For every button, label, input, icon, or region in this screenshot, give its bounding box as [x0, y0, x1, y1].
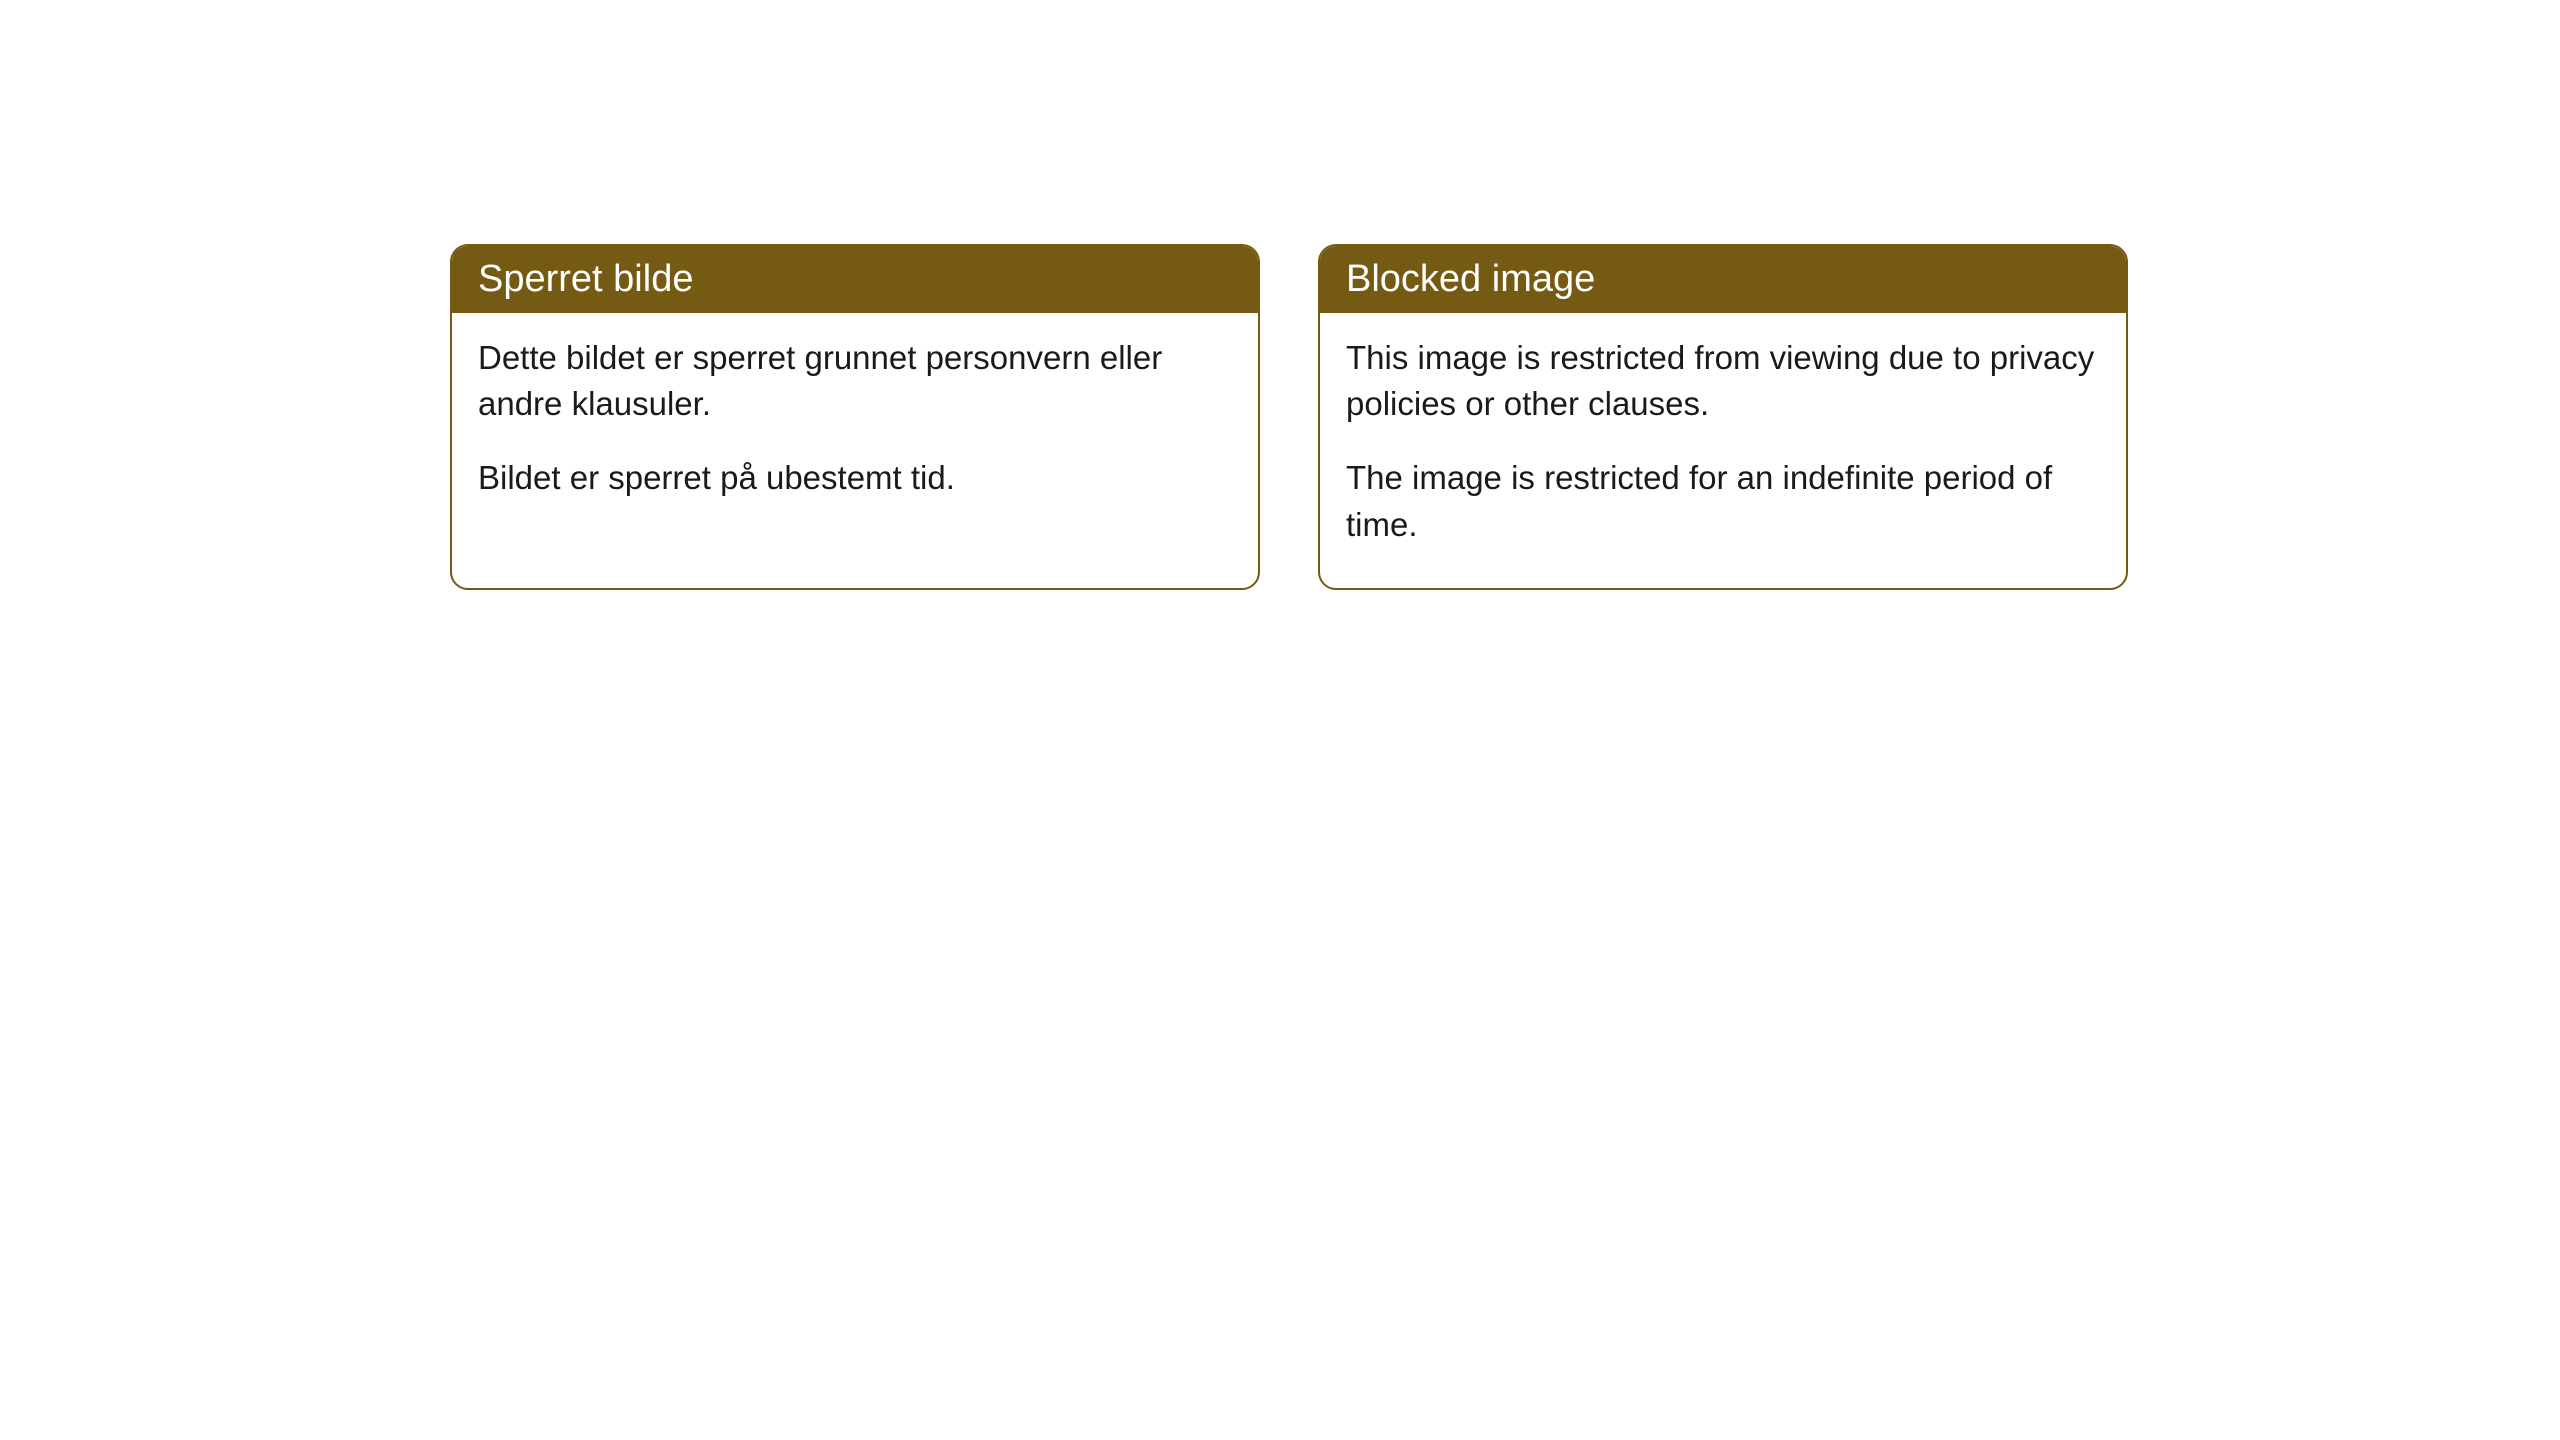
card-paragraph: The image is restricted for an indefinit… [1346, 455, 2100, 547]
notice-cards-container: Sperret bilde Dette bildet er sperret gr… [450, 244, 2128, 590]
card-title: Sperret bilde [478, 258, 693, 300]
notice-card-norwegian: Sperret bilde Dette bildet er sperret gr… [450, 244, 1260, 590]
card-header: Blocked image [1320, 246, 2126, 313]
card-title: Blocked image [1346, 258, 1595, 300]
card-header: Sperret bilde [452, 246, 1258, 313]
card-body: Dette bildet er sperret grunnet personve… [452, 313, 1258, 542]
card-paragraph: Dette bildet er sperret grunnet personve… [478, 335, 1232, 427]
card-paragraph: Bildet er sperret på ubestemt tid. [478, 455, 1232, 501]
card-paragraph: This image is restricted from viewing du… [1346, 335, 2100, 427]
notice-card-english: Blocked image This image is restricted f… [1318, 244, 2128, 590]
card-body: This image is restricted from viewing du… [1320, 313, 2126, 588]
